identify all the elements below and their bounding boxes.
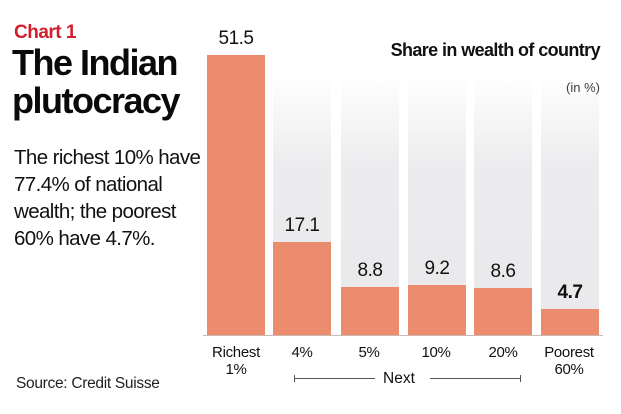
bar-value-label: 8.6: [490, 261, 516, 283]
bar-value-label: 9.2: [424, 257, 450, 279]
next-bracket-left-line: [294, 378, 375, 379]
bar-value-label: 51.5: [218, 28, 254, 49]
x-label-4: 4%: [291, 344, 313, 361]
x-label-richest-1: Richest 1%: [200, 344, 272, 378]
x-label-20: 20%: [488, 344, 518, 361]
next-group-label: Next: [383, 370, 415, 387]
x-label-5: 5%: [358, 344, 380, 361]
bar: [207, 55, 265, 335]
chart-description: The richest 10% have 77.4% of national w…: [14, 146, 201, 250]
x-label-line: 1%: [225, 361, 247, 378]
bar-background-column: [541, 75, 599, 335]
chart-title: Share in wealth of country: [390, 40, 601, 60]
source-note: Source: Credit Suisse: [16, 375, 160, 392]
chart-headline: The Indian plutocracy: [12, 42, 181, 121]
x-label-poorest-60: Poorest 60%: [533, 344, 605, 378]
chart-kicker: Chart 1: [14, 22, 76, 43]
x-label-10: 10%: [421, 344, 451, 361]
bar: [341, 287, 399, 335]
bar-value-label: 8.8: [357, 260, 383, 282]
bar: [273, 242, 331, 335]
next-bracket-right-line: [430, 378, 520, 379]
x-label-line: 60%: [554, 361, 584, 378]
bar-value-label: 4.7: [557, 282, 583, 304]
bar: [541, 309, 599, 335]
bar: [474, 288, 532, 335]
bar: [408, 284, 466, 335]
x-label-line: Poorest: [544, 344, 594, 361]
next-bracket-right-tick: [520, 375, 521, 382]
x-axis-baseline: [203, 335, 603, 336]
bar-value-label: 17.1: [284, 215, 320, 237]
x-label-line: Richest: [212, 344, 260, 361]
